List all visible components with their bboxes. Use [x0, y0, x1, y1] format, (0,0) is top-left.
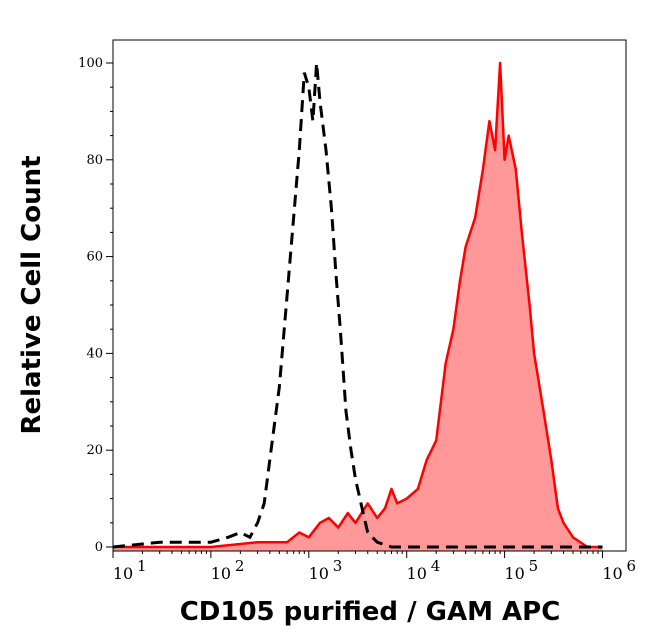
- x-tick-exponent: 2: [235, 557, 245, 575]
- y-tick-label: 100: [78, 56, 103, 71]
- control-histogram-line: [112, 62, 603, 549]
- x-tick-label: 10: [407, 564, 427, 583]
- x-tick-exponent: 3: [333, 557, 343, 575]
- x-axis-label: CD105 purified / GAM APC: [180, 597, 561, 627]
- series-layer: [112, 61, 603, 551]
- x-tick-label: 10: [504, 564, 524, 583]
- x-tick-exponent: 5: [529, 557, 539, 575]
- plot-frame: [112, 39, 627, 552]
- sample-histogram-fill: [113, 63, 603, 551]
- x-tick-label: 10: [309, 564, 329, 583]
- y-tick-label: 40: [86, 346, 103, 361]
- x-tick-label: 10: [113, 564, 133, 583]
- sample-histogram-line: [113, 61, 603, 549]
- y-tick-label: 20: [86, 443, 103, 458]
- x-tick-label: 10: [211, 564, 231, 583]
- y-tick-label: 0: [95, 540, 103, 555]
- x-tick-exponent: 4: [431, 557, 441, 575]
- y-axis-label: Relative Cell Count: [17, 155, 47, 434]
- x-tick-exponent: 6: [627, 557, 637, 575]
- y-tick-label: 80: [86, 153, 103, 168]
- y-tick-label: 60: [86, 250, 103, 265]
- x-tick-exponent: 1: [137, 557, 147, 575]
- x-tick-label: 10: [602, 564, 622, 583]
